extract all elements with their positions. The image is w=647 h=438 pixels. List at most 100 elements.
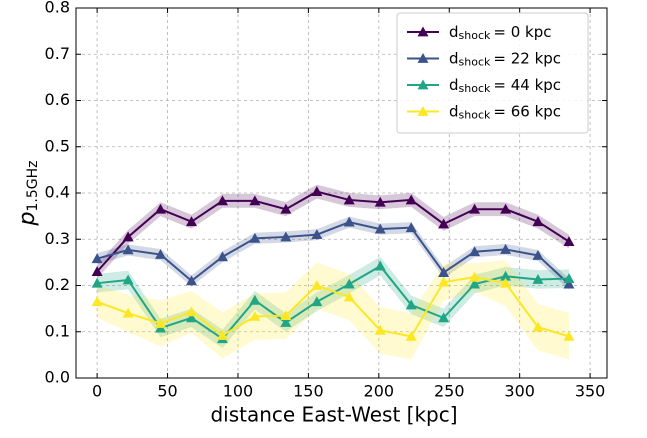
marker [185,216,197,227]
marker [311,280,323,290]
marker [249,294,261,305]
marker [91,296,103,307]
error-band [160,291,192,347]
marker [500,277,512,288]
marker [500,203,512,214]
x-tick-label: 50 [157,382,177,401]
error-band [97,285,129,332]
marker [500,243,512,254]
legend-label: dshock = 44 kpc [449,76,561,96]
legend-label: dshock = 66 kpc [449,102,561,122]
y-axis-label: p1.5GHz [15,161,41,227]
marker [405,299,417,310]
marker [438,276,450,287]
marker [91,266,103,277]
legend-base: d [449,23,459,41]
series-line [96,221,570,285]
y-tick-label: 0.1 [45,321,70,340]
y-tick-label: 0.4 [45,183,70,202]
marker [374,260,386,271]
marker [311,296,323,307]
marker [216,195,228,206]
marker [563,273,575,283]
marker [374,324,386,335]
error-band [128,294,161,347]
x-axis-label: distance East-West [kpc] [210,403,457,427]
y-label-sub: 1.5GHz [25,161,41,212]
y-tick-label: 0.2 [45,275,70,294]
marker [343,291,355,302]
legend-sub: shock [459,82,491,95]
legend-rest: = 22 kpc [493,49,561,67]
x-tick-label: 100 [223,382,254,401]
marker [343,216,355,227]
marker [343,278,355,289]
marker [122,274,134,285]
legend-rest: = 0 kpc [493,23,551,41]
marker [438,312,450,323]
marker [280,317,292,327]
marker [405,194,417,205]
marker [185,275,197,286]
marker [405,222,417,233]
y-tick-label: 0.3 [45,229,70,248]
marker [563,330,575,341]
legend-base: d [449,49,459,67]
marker [532,249,544,260]
marker [91,277,103,288]
marker [122,244,134,255]
y-label-base: p [15,212,40,227]
marker [185,306,197,317]
y-tick-label: 0.0 [45,368,70,387]
x-tick-label: 0 [92,382,102,401]
marker [563,236,575,246]
x-tick-label: 200 [364,382,395,401]
legend-marker [417,26,429,37]
marker [343,194,355,205]
marker [438,267,450,277]
legend-marker [417,79,429,90]
marker [155,317,167,328]
legend-label: dshock = 0 kpc [449,23,552,43]
marker [280,231,292,242]
marker [469,246,481,257]
legend-marker [417,53,429,63]
marker [249,310,261,321]
marker [563,278,575,289]
marker [311,186,323,197]
error-band [474,260,506,307]
series-line [96,190,570,273]
x-tick-label: 350 [575,382,606,401]
marker [280,310,292,320]
marker [216,251,228,262]
marker [249,232,261,243]
marker [532,216,544,227]
marker [532,321,544,332]
marker [280,203,292,214]
marker [374,196,386,207]
marker [185,312,197,323]
legend-sub: shock [459,56,491,69]
marker [469,203,481,214]
x-tick-label: 300 [504,382,535,401]
marker [155,203,167,214]
legend-box [396,12,589,134]
x-tick-label: 250 [434,382,465,401]
legend-marker [417,106,429,116]
marker [500,270,512,281]
marker [249,195,261,206]
marker [91,253,103,264]
marker [122,231,134,242]
y-tick-label: 0.7 [45,44,70,63]
marker [469,278,481,289]
marker [438,218,450,229]
marker [405,330,417,341]
series-line [96,276,570,338]
legend-label: dshock = 22 kpc [449,49,561,69]
legend-rest: = 66 kpc [493,102,561,120]
marker [122,307,134,318]
marker [469,271,481,282]
y-tick-label: 0.6 [45,90,70,109]
legend-sub: shock [459,29,491,42]
